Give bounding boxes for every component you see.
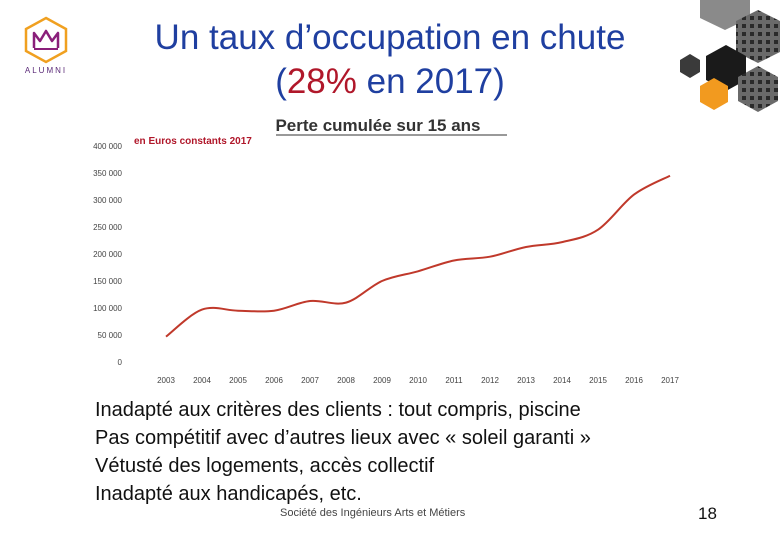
footer-text: Société des Ingénieurs Arts et Métiers bbox=[280, 507, 466, 519]
x-tick-label: 2014 bbox=[553, 376, 571, 385]
y-tick-label: 250 000 bbox=[93, 223, 122, 232]
x-tick-label: 2015 bbox=[589, 376, 607, 385]
x-tick-label: 2005 bbox=[229, 376, 247, 385]
title-line-2: (28% en 2017) bbox=[90, 60, 690, 104]
hex-photo-5 bbox=[738, 66, 778, 112]
x-tick-label: 2011 bbox=[445, 376, 463, 385]
x-tick-label: 2009 bbox=[373, 376, 391, 385]
bullet-item: Vétusté des logements, accès collectif bbox=[95, 455, 435, 477]
bullet-list: Inadapté aux critères des clients : tout… bbox=[95, 396, 591, 508]
x-tick-label: 2008 bbox=[337, 376, 355, 385]
title-line-1: Un taux d’occupation en chute bbox=[154, 18, 626, 57]
line-chart: Perte cumulée sur 15 ans en Euros consta… bbox=[86, 104, 698, 390]
slide-title: Un taux d’occupation en chute (28% en 20… bbox=[90, 16, 690, 104]
page-number: 18 bbox=[698, 504, 717, 523]
x-tick-label: 2013 bbox=[517, 376, 535, 385]
chart-title: Perte cumulée sur 15 ans bbox=[275, 116, 480, 135]
hex-photo-3 bbox=[736, 10, 780, 63]
decorative-hexagons bbox=[680, 0, 780, 112]
x-tick-label: 2004 bbox=[193, 376, 211, 385]
y-tick-label: 100 000 bbox=[93, 304, 122, 313]
y-tick-label: 200 000 bbox=[93, 250, 122, 259]
x-tick-label: 2016 bbox=[625, 376, 643, 385]
x-tick-label: 2012 bbox=[481, 376, 499, 385]
x-tick-label: 2003 bbox=[157, 376, 175, 385]
hex-orange bbox=[700, 78, 728, 110]
chart-background bbox=[86, 104, 698, 390]
y-tick-label: 150 000 bbox=[93, 277, 122, 286]
bullet-item: Inadapté aux critères des clients : tout… bbox=[95, 399, 581, 421]
bullet-item: Pas compétitif avec d’autres lieux avec … bbox=[95, 427, 591, 449]
hex-photo-6 bbox=[680, 54, 700, 78]
y-tick-label: 0 bbox=[118, 358, 123, 367]
title-accent-value: 28% bbox=[286, 62, 357, 101]
alumni-crown-logo-icon bbox=[24, 16, 68, 64]
y-tick-label: 300 000 bbox=[93, 196, 122, 205]
alumni-logo: ALUMNI bbox=[20, 16, 72, 82]
title-paren: ( bbox=[275, 62, 287, 101]
title-rest: en 2017) bbox=[356, 62, 505, 101]
y-tick-label: 400 000 bbox=[93, 142, 122, 151]
x-axis: 2003 2004 2005 2006 2007 2008 2009 2010 2011 2012… bbox=[157, 376, 679, 385]
x-tick-label: 2007 bbox=[301, 376, 319, 385]
chart-subtitle: en Euros constants 2017 bbox=[134, 136, 252, 147]
series-layer bbox=[165, 174, 671, 338]
y-tick-label: 50 000 bbox=[98, 331, 123, 340]
x-tick-label: 2006 bbox=[265, 376, 283, 385]
bullet-item: Inadapté aux handicapés, etc. bbox=[95, 483, 362, 505]
y-axis: 0 50 000 100 000 150 000 200 000 250 000 300 0… bbox=[93, 142, 122, 367]
x-tick-label: 2010 bbox=[409, 376, 427, 385]
logo-text: ALUMNI bbox=[24, 66, 68, 75]
y-tick-label: 350 000 bbox=[93, 169, 122, 178]
x-tick-label: 2017 bbox=[661, 376, 679, 385]
